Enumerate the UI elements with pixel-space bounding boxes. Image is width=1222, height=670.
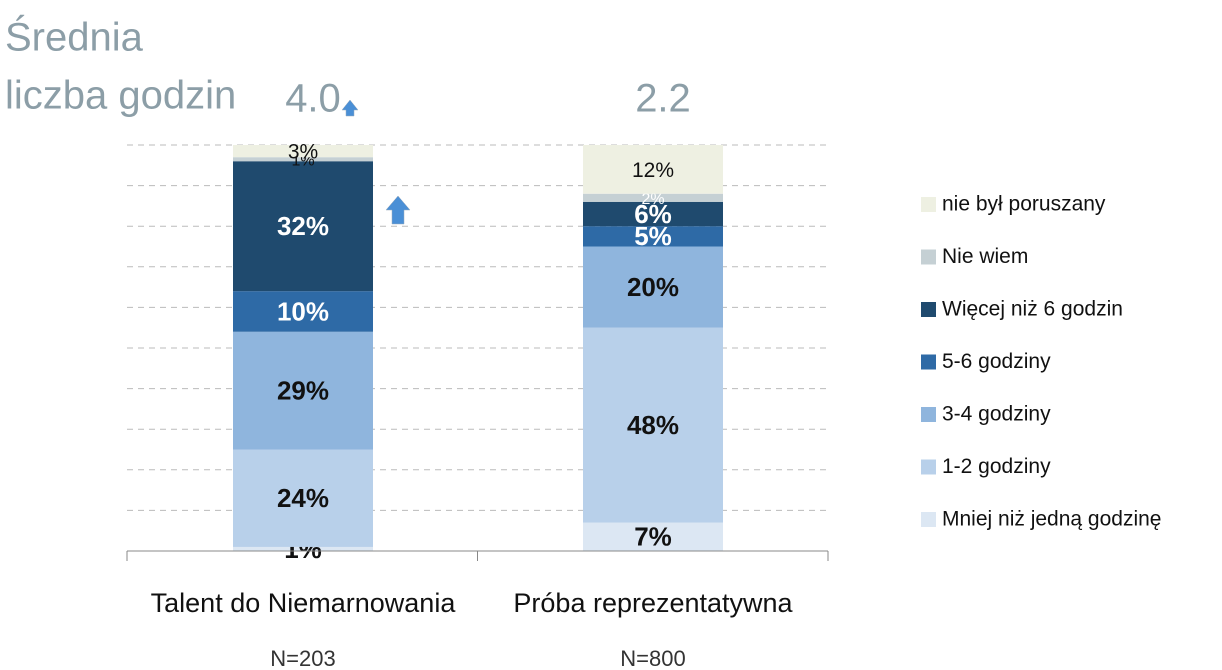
bar-segment — [583, 201, 723, 227]
bar-segment — [233, 161, 373, 292]
average-value: 4.0 — [285, 77, 341, 121]
bar-segment — [583, 327, 723, 523]
legend-label: nie był poruszany — [942, 193, 1106, 216]
up-arrow-icon — [341, 99, 359, 117]
data-label: 24% — [277, 483, 329, 513]
x-tick-label: Próba reprezentatywna — [513, 588, 793, 618]
legend-swatch — [921, 302, 936, 317]
chart-title: liczba godzin — [5, 74, 236, 118]
data-label: 10% — [277, 296, 329, 326]
legend-label: 3-4 godziny — [942, 403, 1051, 426]
bar-segment — [583, 522, 723, 551]
bar-segment — [233, 449, 373, 547]
legend-label: 5-6 godziny — [942, 350, 1051, 373]
bar-segment — [233, 546, 373, 551]
legend-swatch — [921, 354, 936, 370]
bar-segment — [233, 331, 373, 450]
data-label: 7% — [634, 522, 672, 552]
bar-segment — [233, 145, 373, 158]
bar-segment — [233, 157, 373, 162]
legend-label: Nie wiem — [942, 245, 1028, 268]
bar-segment — [233, 291, 373, 332]
data-label: 5% — [634, 221, 672, 251]
bar-segment — [583, 226, 723, 247]
data-label: 6% — [634, 199, 672, 229]
legend-label: Więcej niż 6 godzin — [942, 298, 1123, 321]
data-label: 20% — [627, 272, 679, 302]
up-arrow-icon — [385, 195, 411, 225]
legend-swatch — [921, 512, 936, 527]
legend-swatch — [921, 249, 936, 265]
chart-title: Średnia — [5, 14, 144, 60]
sample-size: N=800 — [620, 646, 685, 670]
legend-label: 1-2 godziny — [942, 455, 1051, 478]
data-label: 32% — [277, 211, 329, 241]
data-label: 12% — [632, 159, 674, 182]
average-value: 2.2 — [635, 77, 691, 121]
sample-size: N=203 — [270, 646, 335, 670]
legend-swatch — [921, 407, 936, 422]
legend-swatch — [921, 459, 936, 475]
legend-label: Mniej niż jedną godzinę — [942, 508, 1161, 531]
x-tick-label: Talent do Niemarnowania — [151, 588, 457, 618]
bar-segment — [583, 246, 723, 328]
data-label: 29% — [277, 376, 329, 406]
data-label: 48% — [627, 410, 679, 440]
data-label: 2% — [641, 191, 664, 208]
data-label: 3% — [288, 141, 318, 164]
bar-segment — [583, 145, 723, 194]
legend-swatch — [921, 197, 936, 212]
bar-segment — [583, 193, 723, 202]
